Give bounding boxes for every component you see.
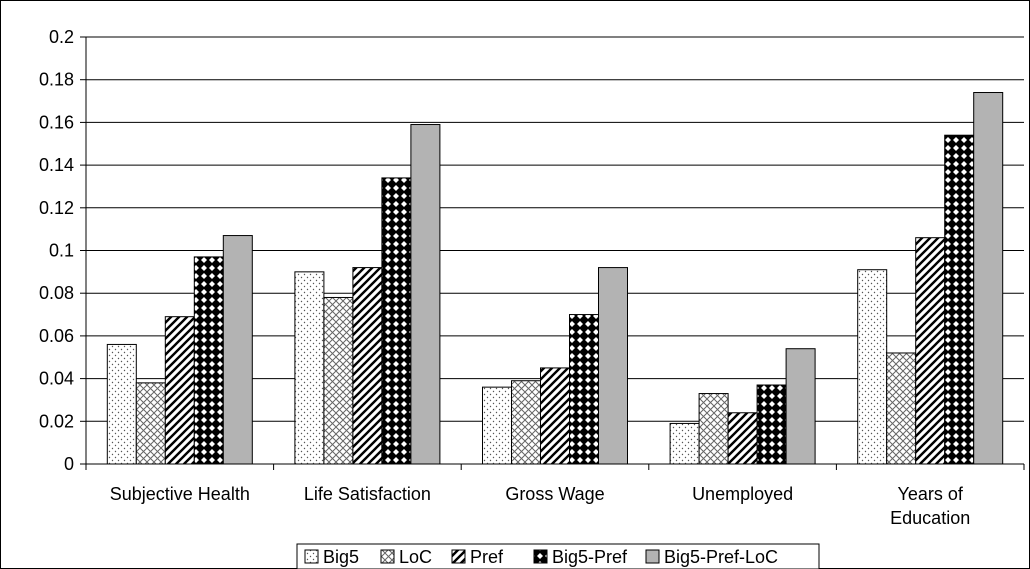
x-category-label: Gross Wage xyxy=(505,484,604,504)
bar-big5-1 xyxy=(294,271,325,465)
bar-big5-pref-0 xyxy=(193,256,224,465)
legend-label-pref: Pref xyxy=(470,547,504,567)
bar-pref-2 xyxy=(540,367,570,465)
y-tick-label: 0.2 xyxy=(49,27,74,47)
y-tick-label: 0.06 xyxy=(39,326,74,346)
bar-big5-pref-loc-1 xyxy=(410,124,441,465)
category-labels: Subjective Health Life Satisfaction Gross … xyxy=(110,484,970,528)
bar-big5-pref-2 xyxy=(569,314,599,465)
x-category-label: Subjective Health xyxy=(110,484,250,504)
bar-big5-4 xyxy=(857,269,888,465)
y-tick-label: 0.1 xyxy=(49,241,74,261)
bar-big5-pref-3 xyxy=(756,384,787,465)
bar-pref-4 xyxy=(915,237,946,465)
bar-pref-3 xyxy=(727,412,758,465)
x-category-label: Years of xyxy=(898,484,964,504)
bar-big5-pref-loc-4 xyxy=(973,92,1004,465)
bar-big5-pref-loc-2 xyxy=(598,267,628,465)
bar-loc-1 xyxy=(323,296,354,465)
bar-big5-2 xyxy=(482,386,512,465)
legend-label-big5-pref: Big5-Pref xyxy=(552,547,628,567)
y-tick-label: 0.14 xyxy=(39,155,74,175)
bar-pref-0 xyxy=(164,316,195,465)
axes xyxy=(85,37,1025,470)
x-category-label: Unemployed xyxy=(692,484,793,504)
y-tick-label: 0.08 xyxy=(39,283,74,303)
bar-loc-4 xyxy=(886,352,917,465)
x-category-label: Education xyxy=(890,508,970,528)
legend: Big5 LoC Pref Big5-Pref Big5-Pref-LoC xyxy=(296,543,820,569)
bar-loc-0 xyxy=(135,382,166,465)
legend-swatch-big5-pref-loc xyxy=(645,549,660,564)
y-tick-label: 0.18 xyxy=(39,70,74,90)
y-tick-label: 0.02 xyxy=(39,411,74,431)
y-tick-label: 0.12 xyxy=(39,198,74,218)
bar-pref-1 xyxy=(352,267,383,465)
legend-swatch-pref xyxy=(451,549,466,564)
legend-swatch-big5 xyxy=(304,549,319,564)
y-tick-label: 0.16 xyxy=(39,112,74,132)
x-category-label: Life Satisfaction xyxy=(304,484,431,504)
bar-loc-2 xyxy=(511,380,541,465)
legend-label-big5-pref-loc: Big5-Pref-LoC xyxy=(664,547,778,567)
bar-big5-pref-1 xyxy=(381,177,412,465)
bars xyxy=(106,92,1004,465)
bar-loc-3 xyxy=(698,393,729,465)
y-tick-label: 0.04 xyxy=(39,369,74,389)
legend-label-big5: Big5 xyxy=(323,547,359,567)
bar-big5-pref-loc-3 xyxy=(785,348,816,465)
bar-big5-pref-loc-0 xyxy=(222,235,253,465)
bar-big5-0 xyxy=(106,343,137,465)
legend-swatch-loc xyxy=(380,549,395,564)
y-axis-tick-labels: 0 0.02 0.04 0.06 0.08 0.1 0.12 0.14 0.16 0.18 0.2 xyxy=(39,27,74,474)
bar-big5-3 xyxy=(669,422,700,465)
y-tick-label: 0 xyxy=(64,454,74,474)
legend-label-loc: LoC xyxy=(399,547,432,567)
legend-swatch-big5-pref xyxy=(533,549,548,564)
bar-big5-pref-4 xyxy=(944,134,975,465)
